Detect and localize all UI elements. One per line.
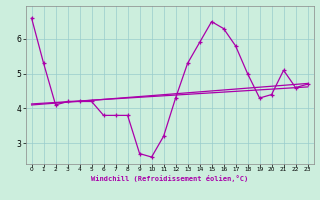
X-axis label: Windchill (Refroidissement éolien,°C): Windchill (Refroidissement éolien,°C) (91, 175, 248, 182)
